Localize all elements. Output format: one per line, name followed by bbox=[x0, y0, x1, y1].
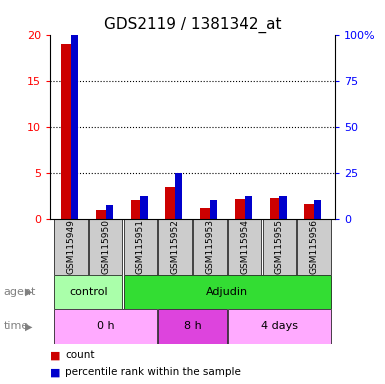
Bar bbox=[263, 219, 296, 275]
Bar bbox=[314, 200, 321, 219]
Text: Adjudin: Adjudin bbox=[206, 287, 248, 297]
Bar bbox=[89, 219, 122, 275]
Bar bbox=[54, 309, 157, 344]
Bar bbox=[280, 196, 287, 219]
Text: GSM115953: GSM115953 bbox=[205, 219, 214, 274]
Bar bbox=[270, 198, 282, 219]
Bar bbox=[141, 196, 148, 219]
Text: 8 h: 8 h bbox=[184, 321, 201, 331]
Bar bbox=[228, 219, 261, 275]
Text: agent: agent bbox=[4, 287, 36, 297]
Text: ■: ■ bbox=[50, 367, 60, 377]
Text: GSM115955: GSM115955 bbox=[275, 219, 284, 274]
Bar bbox=[244, 196, 252, 219]
Text: GDS2119 / 1381342_at: GDS2119 / 1381342_at bbox=[104, 17, 281, 33]
Text: GSM115949: GSM115949 bbox=[66, 219, 75, 274]
Bar bbox=[166, 187, 177, 219]
Text: 4 days: 4 days bbox=[261, 321, 298, 331]
Bar bbox=[298, 219, 331, 275]
Bar bbox=[105, 205, 113, 219]
Text: GSM115952: GSM115952 bbox=[171, 219, 180, 274]
Bar bbox=[54, 275, 122, 309]
Text: ▶: ▶ bbox=[25, 321, 33, 331]
Bar bbox=[305, 204, 316, 219]
Text: ▶: ▶ bbox=[25, 287, 33, 297]
Text: ■: ■ bbox=[50, 350, 60, 360]
Text: count: count bbox=[65, 350, 95, 360]
Bar bbox=[124, 275, 331, 309]
Bar bbox=[124, 219, 157, 275]
Bar bbox=[175, 173, 182, 219]
Text: time: time bbox=[4, 321, 29, 331]
Text: GSM115956: GSM115956 bbox=[310, 219, 319, 274]
Bar bbox=[96, 210, 108, 219]
Bar bbox=[235, 199, 247, 219]
Bar bbox=[131, 200, 143, 219]
Text: percentile rank within the sample: percentile rank within the sample bbox=[65, 367, 241, 377]
Text: 0 h: 0 h bbox=[97, 321, 114, 331]
Bar bbox=[228, 309, 331, 344]
Bar bbox=[193, 219, 226, 275]
Text: GSM115950: GSM115950 bbox=[101, 219, 110, 274]
Text: GSM115951: GSM115951 bbox=[136, 219, 145, 274]
Bar bbox=[159, 219, 192, 275]
Text: GSM115954: GSM115954 bbox=[240, 219, 249, 274]
Bar bbox=[71, 35, 78, 219]
Bar bbox=[210, 200, 217, 219]
Bar bbox=[200, 208, 212, 219]
Text: control: control bbox=[69, 287, 107, 297]
Bar bbox=[61, 44, 73, 219]
Bar bbox=[54, 219, 87, 275]
Bar bbox=[159, 309, 226, 344]
